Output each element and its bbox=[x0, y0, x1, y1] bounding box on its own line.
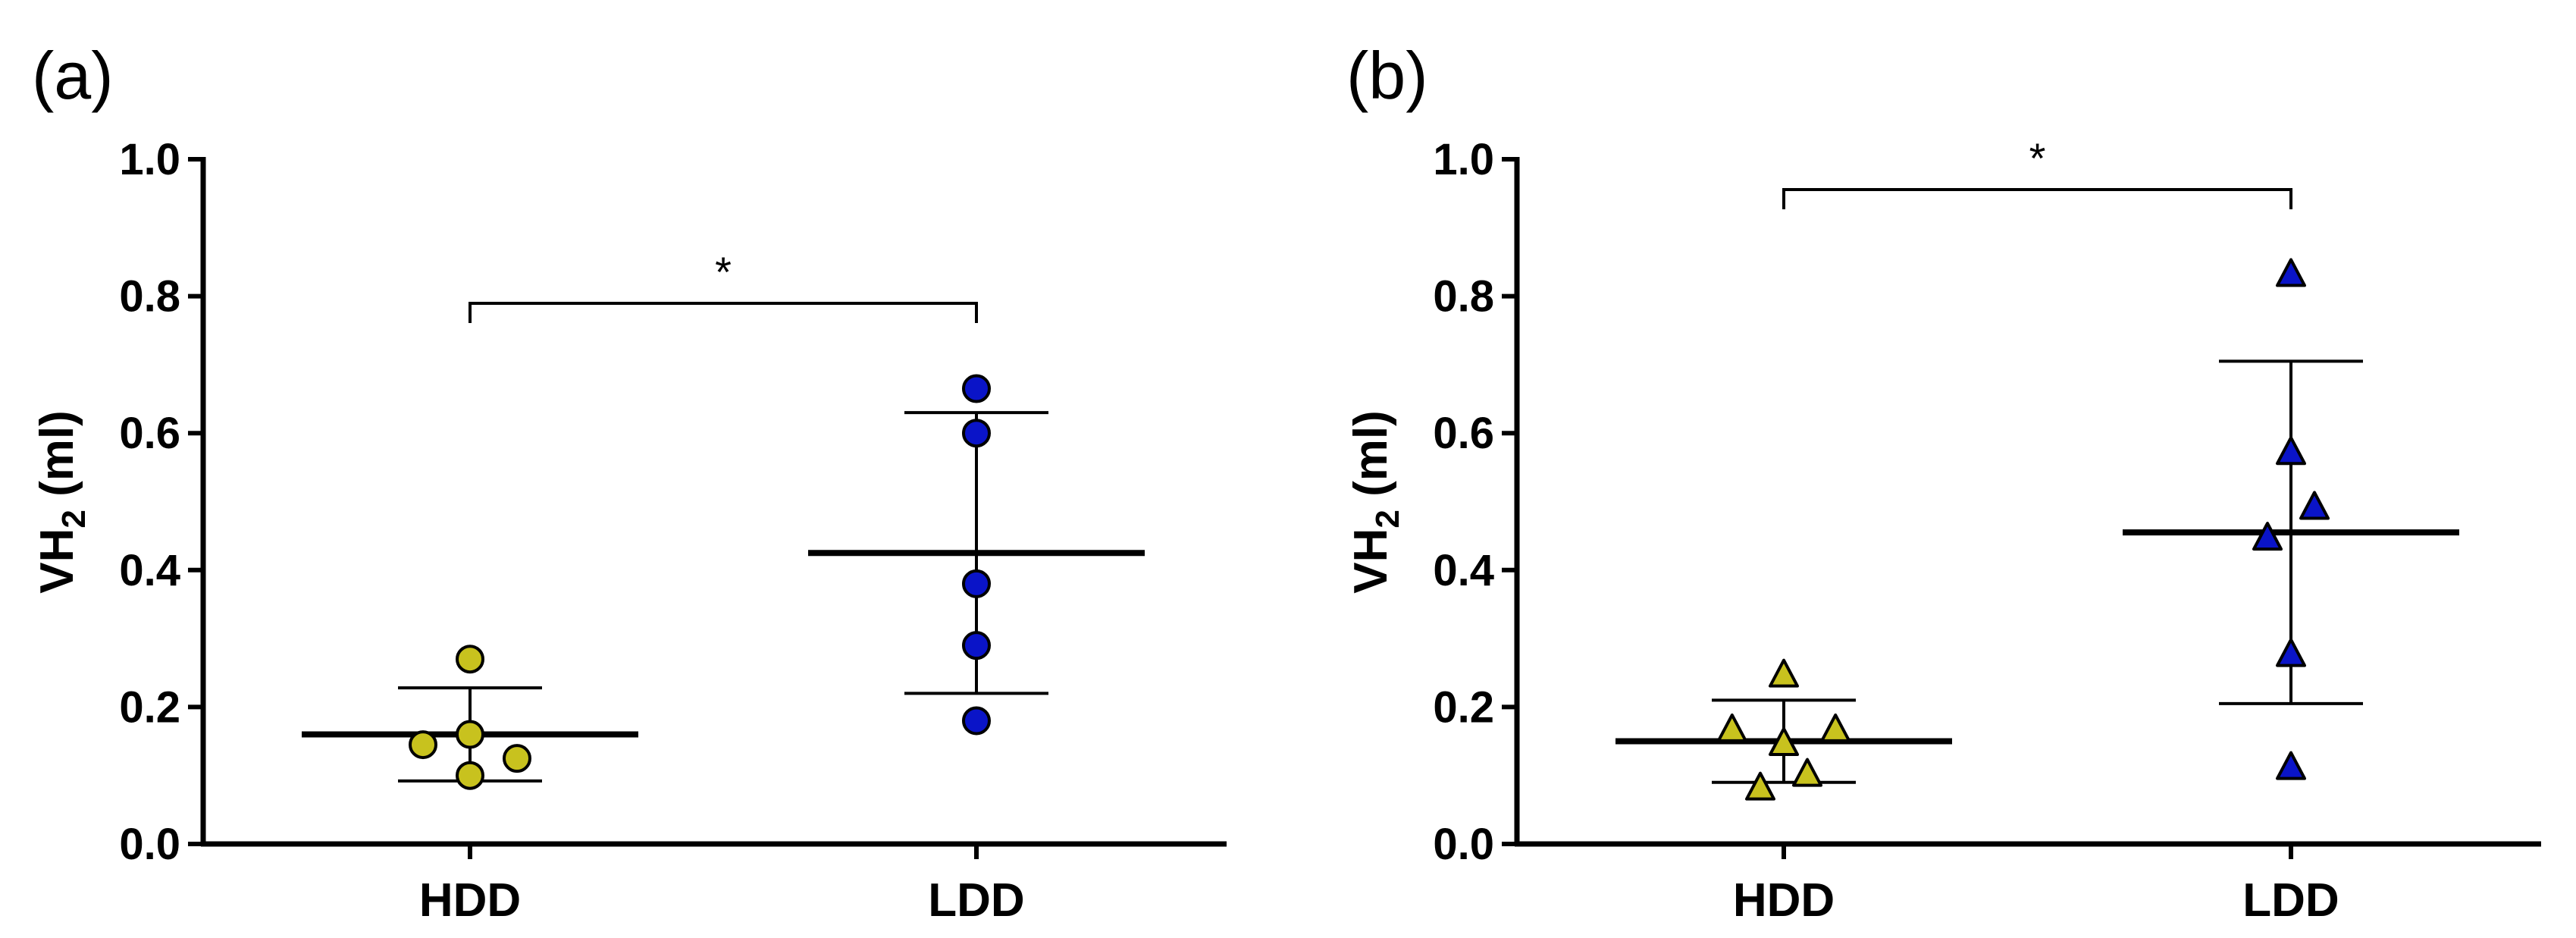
y-axis-title: VH2 (ml) bbox=[31, 410, 92, 594]
series-hdd bbox=[302, 645, 638, 790]
y-tick-label: 0.6 bbox=[119, 409, 180, 458]
y-tick-label: 0.0 bbox=[119, 820, 180, 869]
data-point bbox=[2276, 258, 2306, 287]
y-tick-label: 0.8 bbox=[1433, 272, 1494, 322]
y-tick-label: 0.4 bbox=[119, 546, 180, 595]
y-tick-label: 0.2 bbox=[119, 682, 180, 732]
y-tick-label: 1.0 bbox=[1433, 135, 1494, 184]
y-tick-label: 1.0 bbox=[119, 135, 180, 184]
chart-panel-b: (b) VH2 (ml) 0.0 0.2 0.4 0.6 0.8 1.0 HDD LDD * bbox=[1345, 38, 2541, 927]
y-axis-title-subscript: 2 bbox=[55, 510, 92, 528]
y-axis-title-main: VH bbox=[31, 529, 83, 594]
data-point bbox=[962, 706, 991, 736]
y-tick-label: 0.4 bbox=[1433, 546, 1494, 595]
data-point bbox=[1792, 758, 1822, 787]
y-axis-title-unit: (ml) bbox=[31, 410, 83, 510]
y-axis-title-subscript: 2 bbox=[1369, 510, 1406, 528]
significance-bracket bbox=[469, 302, 978, 323]
y-axis-title: VH2 (ml) bbox=[1345, 410, 1406, 594]
significance-label: * bbox=[715, 248, 732, 296]
data-point bbox=[1820, 713, 1851, 742]
data-point bbox=[1716, 713, 1747, 742]
y-tick-label: 0.8 bbox=[119, 272, 180, 322]
x-category-label: HDD bbox=[419, 874, 521, 927]
data-point bbox=[962, 631, 991, 660]
series-hdd bbox=[1615, 658, 1952, 801]
y-axis-title-unit: (ml) bbox=[1345, 410, 1397, 510]
y-axis-title-main: VH bbox=[1345, 529, 1397, 594]
data-point bbox=[1745, 771, 1775, 801]
y-tick-label: 0.2 bbox=[1433, 682, 1494, 732]
y-tick-label: 0.0 bbox=[1433, 820, 1494, 869]
data-point bbox=[1769, 658, 1799, 688]
y-tick-label: 0.6 bbox=[1433, 409, 1494, 458]
data-point bbox=[2252, 522, 2283, 551]
data-point bbox=[962, 374, 991, 403]
data-point bbox=[503, 744, 531, 773]
data-point bbox=[1769, 726, 1799, 756]
data-point bbox=[409, 730, 437, 760]
significance-bracket bbox=[1782, 188, 2292, 209]
significance-label: * bbox=[2029, 134, 2046, 182]
data-point bbox=[456, 761, 484, 790]
panel-label: (b) bbox=[1346, 38, 1428, 113]
data-point bbox=[2276, 638, 2306, 667]
series-ldd bbox=[808, 374, 1145, 736]
data-point bbox=[2299, 491, 2330, 520]
data-point bbox=[962, 569, 991, 598]
series-ldd bbox=[2123, 258, 2459, 780]
x-category-label: HDD bbox=[1733, 874, 1835, 927]
data-point bbox=[2276, 751, 2306, 780]
data-point bbox=[2276, 436, 2306, 466]
data-point bbox=[456, 645, 484, 674]
data-point bbox=[962, 419, 991, 448]
x-category-label: LDD bbox=[928, 874, 1024, 927]
chart-panel-a: (a) VH2 (ml) 0.0 0.2 0.4 0.6 0.8 1.0 HDD LDD * bbox=[31, 38, 1227, 927]
data-point bbox=[456, 720, 484, 749]
x-category-label: LDD bbox=[2242, 874, 2339, 927]
panel-label: (a) bbox=[32, 38, 114, 113]
